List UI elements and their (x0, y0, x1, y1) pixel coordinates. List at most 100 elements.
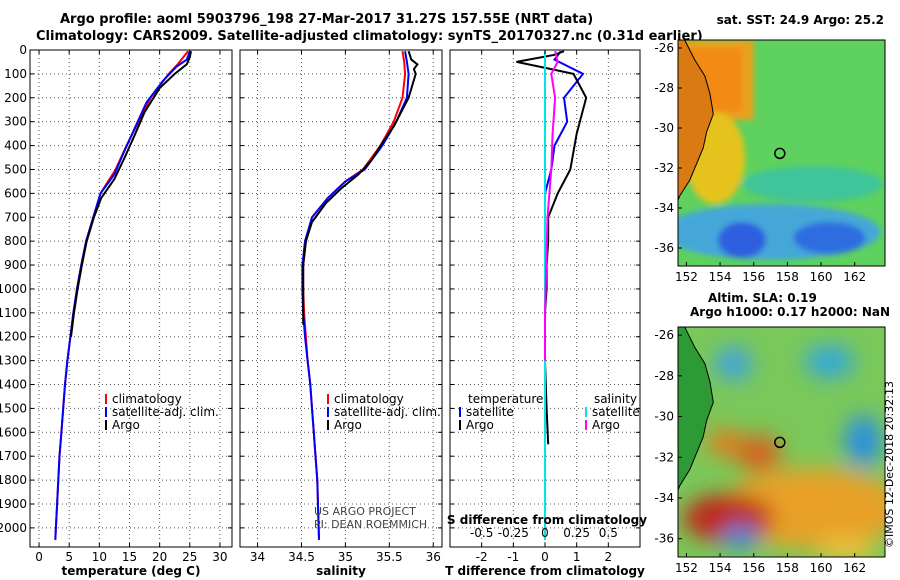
secondary-x-tick-label: 0.25 (563, 526, 590, 540)
y-tick-label: 1000 (0, 282, 27, 296)
pi-label: PI: DEAN ROEMMICH (314, 518, 427, 531)
map-y-tick-label: -30 (654, 121, 674, 135)
diff-temperature-legend-label: Argo (466, 418, 494, 432)
map-x-tick-label: 156 (742, 270, 765, 284)
sla-field (683, 345, 885, 557)
x-axis-label: T difference from climatology (445, 564, 645, 578)
coastline (678, 327, 714, 492)
secondary-x-tick-label: -0.5 (470, 526, 493, 540)
series-group (516, 50, 588, 540)
diff-salinity-legend-label: Argo (592, 418, 620, 432)
profile-panel-1 (239, 49, 443, 548)
y-tick-label: 1100 (0, 306, 27, 320)
sla-yellow (816, 536, 877, 557)
y-tick-label: 100 (4, 67, 27, 81)
x-tick-label: 15 (122, 550, 137, 564)
secondary-x-tick-label: 0.5 (599, 526, 618, 540)
y-tick-label: 1700 (0, 449, 27, 463)
series-line-climatology (302, 51, 407, 540)
y-tick-label: 1600 (0, 425, 27, 439)
map-x-tick-label: 154 (709, 270, 732, 284)
sla-low (715, 347, 752, 380)
x-tick-label: 30 (212, 550, 227, 564)
y-tick-label: 500 (4, 162, 27, 176)
y-tick-label: 800 (4, 234, 27, 248)
temperature-legend-label: satellite-adj. clim. (112, 405, 219, 419)
map-y-tick-label: -28 (654, 369, 674, 383)
temperature-legend-label: climatology (112, 392, 182, 406)
map-frame (677, 326, 886, 558)
map-x-tick-label: 162 (843, 561, 866, 575)
sst-cold-eddy (717, 222, 766, 258)
map-x-tick-label: 152 (675, 561, 698, 575)
secondary-x-tick-label: -0.25 (498, 526, 529, 540)
diff-legend-title-salinity: salinity (594, 392, 637, 406)
map-y-tick-label: -34 (654, 491, 674, 505)
x-tick-label: -2 (476, 550, 488, 564)
sla-map-title-line2: Argo h1000: 0.17 h2000: NaN (690, 305, 890, 319)
sla-high-2 (736, 435, 781, 472)
map-y-tick-label: -34 (654, 201, 674, 215)
map-x-tick-label: 158 (776, 270, 799, 284)
float-position-marker (774, 147, 786, 160)
salinity-legend-label: climatology (334, 392, 404, 406)
temperature-legend-label: Argo (112, 418, 140, 432)
map-y-tick-label: -26 (654, 41, 674, 55)
y-tick-label: 200 (4, 91, 27, 105)
secondary-x-axis-label: S difference from climatology (447, 513, 647, 527)
sst-map-title: sat. SST: 24.9 Argo: 25.2 (717, 13, 884, 27)
map-x-tick-label: 154 (709, 561, 732, 575)
map-x-tick-label: 160 (810, 270, 833, 284)
sst-band (742, 166, 883, 202)
secondary-x-tick-label: 0 (541, 526, 549, 540)
page-title-line2: Climatology: CARS2009. Satellite-adjuste… (36, 29, 703, 44)
profile-panel-2 (449, 49, 641, 548)
plot-frame (239, 49, 443, 548)
map-x-tick-label: 156 (742, 561, 765, 575)
series-line-argo (302, 50, 419, 325)
x-tick-label: 25 (182, 550, 197, 564)
x-tick-label: 34 (250, 550, 265, 564)
sst-cold-east (793, 222, 866, 254)
diff-salinity-legend-label: satellite (592, 405, 640, 419)
sla-map (678, 327, 885, 557)
x-tick-label: 36 (426, 550, 441, 564)
y-tick-label: 1400 (0, 378, 27, 392)
y-tick-label: 1500 (0, 401, 27, 415)
x-tick-label: 0 (35, 550, 43, 564)
x-tick-label: 5 (65, 550, 73, 564)
x-tick-label: 1 (573, 550, 581, 564)
series-line-satellite-adj-clim- (54, 50, 191, 540)
map-y-tick-label: -26 (654, 328, 674, 342)
sla-high-3 (707, 429, 744, 458)
y-tick-label: 300 (4, 115, 27, 129)
x-tick-label: 2 (605, 550, 613, 564)
x-tick-label: 35 (338, 550, 353, 564)
map-y-tick-label: -36 (654, 241, 674, 255)
x-tick-label: -1 (507, 550, 519, 564)
map-y-tick-label: -32 (654, 450, 674, 464)
y-tick-label: 600 (4, 186, 27, 200)
plot-frame (29, 49, 233, 548)
y-tick-label: 1300 (0, 354, 27, 368)
x-tick-label: 35.5 (376, 550, 403, 564)
series-line-temperature-argo (516, 50, 588, 445)
map-y-tick-label: -32 (654, 161, 674, 175)
map-x-tick-label: 162 (843, 270, 866, 284)
x-tick-label: 20 (152, 550, 167, 564)
map-y-tick-label: -28 (654, 81, 674, 95)
map-x-tick-label: 160 (810, 561, 833, 575)
series-line-argo (70, 51, 192, 337)
y-tick-label: 2000 (0, 521, 27, 535)
sla-low-2 (805, 345, 854, 378)
series-line-salinity-argo (544, 50, 559, 361)
x-axis-label: salinity (316, 564, 366, 578)
diff-temperature-legend-label: satellite (466, 405, 514, 419)
y-tick-label: 400 (4, 139, 27, 153)
plot-frame (449, 49, 641, 548)
sla-low-4 (722, 524, 759, 549)
diff-legend-title-temperature: temperature (468, 392, 543, 406)
sla-low-3 (845, 414, 882, 467)
map-x-tick-label: 158 (776, 561, 799, 575)
